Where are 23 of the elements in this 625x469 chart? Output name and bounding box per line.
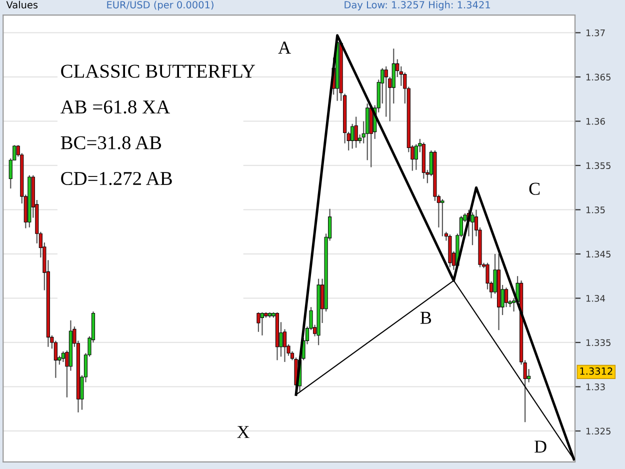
y-tick-label: 1.33	[586, 383, 605, 390]
annotation: BC=31.8 AB	[60, 136, 162, 150]
chart-title: Values	[6, 0, 38, 8]
y-tick-label: 1.355	[586, 162, 610, 170]
y-tick-label: 1.36	[586, 118, 605, 125]
annotation: CLASSIC BUTTERFLY	[61, 64, 256, 78]
y-tick-label: 1.325	[586, 428, 610, 435]
annotation: X	[237, 426, 250, 438]
annotation: B	[420, 312, 432, 324]
y-tick-label: 1.345	[586, 250, 610, 258]
text: Day Low: 1.3257 High: 1.3421	[344, 0, 490, 10]
annotation: CD=1.272 AB	[61, 172, 172, 186]
annotation: C	[529, 182, 540, 195]
chart-subtitle: EUR/USD (per 0.0001)	[107, 0, 214, 10]
annotation: D	[534, 440, 546, 453]
y-tick-label: 1.335	[586, 339, 610, 346]
y-tick-label: 1.37	[586, 29, 605, 36]
annotation: AB =61.8 XA	[60, 100, 170, 114]
y-tick-label: 1.34	[586, 294, 606, 302]
y-tick-label: 1.35	[586, 206, 605, 214]
annotation: A	[278, 42, 291, 54]
text: 1.3312	[580, 367, 612, 375]
y-tick-label: 1.365	[586, 74, 610, 81]
